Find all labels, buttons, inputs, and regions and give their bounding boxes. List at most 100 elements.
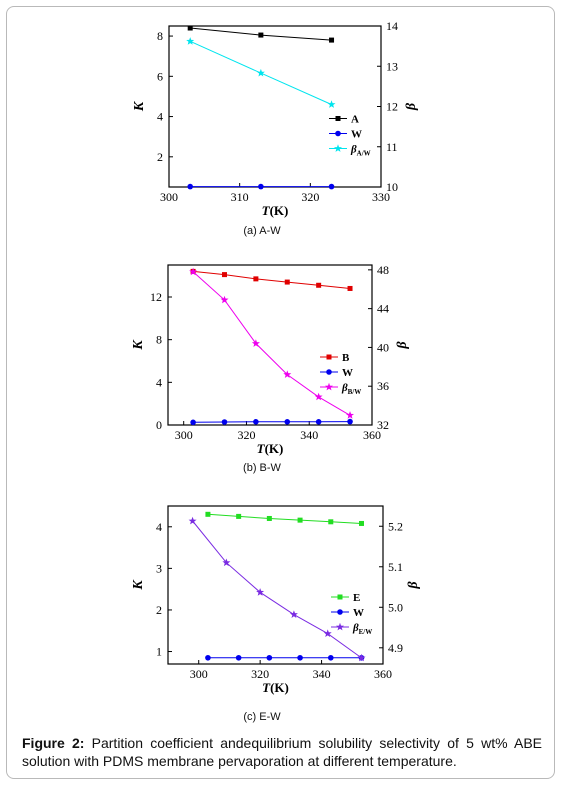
- legend-label: W: [353, 607, 364, 619]
- data-point: [266, 654, 273, 661]
- legend-label: B: [342, 352, 350, 364]
- y-right-tick-label: 44: [377, 302, 389, 316]
- y-right-tick-label: 5.0: [388, 600, 403, 614]
- y-right-tick-label: 40: [377, 340, 389, 354]
- data-point: [188, 516, 197, 525]
- series-line-beta: [192, 520, 362, 659]
- y-left-axis-label: K: [131, 339, 146, 351]
- y-right-tick-label: 48: [377, 263, 389, 277]
- data-point: [357, 653, 366, 662]
- data-point: [220, 295, 229, 304]
- legend-marker: [326, 354, 332, 360]
- y-left-tick-label: 2: [156, 603, 162, 617]
- y-right-tick-label: 14: [386, 19, 398, 33]
- data-point: [258, 32, 264, 38]
- data-point: [347, 285, 353, 291]
- data-point: [297, 654, 303, 661]
- y-right-tick-label: 5.1: [388, 560, 403, 574]
- y-right-axis-label: β: [395, 341, 410, 350]
- y-right-tick-label: 13: [386, 59, 398, 73]
- series-line-b: [193, 270, 351, 289]
- data-point: [186, 37, 195, 45]
- legend-label: W: [351, 129, 362, 141]
- data-point: [256, 68, 265, 77]
- data-point: [283, 370, 292, 378]
- data-point: [187, 25, 193, 31]
- figure-caption: Figure 2: Partition coefficient andequil…: [22, 734, 542, 770]
- y-left-tick-label: 8: [156, 333, 162, 347]
- y-left-tick-label: 1: [156, 645, 162, 659]
- data-point: [323, 629, 332, 637]
- y-left-tick-label: 8: [157, 29, 163, 43]
- legend-label: E: [353, 592, 360, 604]
- figure-frame: [6, 6, 555, 779]
- x-tick-label: 320: [251, 667, 269, 681]
- data-point: [315, 419, 322, 425]
- legend-marker: [337, 594, 343, 600]
- y-right-tick-label: 32: [377, 418, 389, 432]
- data-point: [327, 654, 334, 661]
- data-point: [284, 279, 290, 285]
- legend-marker: [325, 382, 333, 391]
- caption-text: Partition coefficient andequilibrium sol…: [22, 735, 542, 769]
- legend-marker: [335, 116, 341, 121]
- plot-frame: [168, 25, 382, 188]
- x-tick-label: 330: [372, 190, 390, 204]
- data-point: [328, 183, 335, 190]
- x-axis-label: T(K): [262, 680, 289, 695]
- legend-marker: [335, 130, 341, 137]
- legend-label: βE/W: [352, 622, 372, 636]
- data-point: [359, 520, 364, 526]
- data-point: [222, 558, 231, 567]
- y-right-tick-label: 12: [386, 100, 398, 114]
- y-left-tick-label: 0: [156, 418, 162, 432]
- data-point: [284, 419, 291, 425]
- data-point: [316, 282, 322, 288]
- data-point: [327, 100, 336, 108]
- x-tick-label: 360: [374, 667, 392, 681]
- legend-marker: [334, 144, 342, 152]
- legend-marker: [326, 369, 332, 375]
- y-right-tick-label: 36: [377, 379, 389, 393]
- legend-label: W: [342, 367, 353, 379]
- y-left-tick-label: 2: [157, 150, 163, 164]
- data-point: [266, 515, 272, 521]
- y-left-tick-label: 4: [157, 110, 163, 124]
- subtitle-b: (b) B-W: [243, 462, 281, 474]
- x-tick-label: 320: [237, 428, 255, 442]
- data-point: [205, 511, 211, 517]
- data-point: [251, 339, 260, 347]
- y-left-tick-label: 12: [150, 290, 162, 304]
- series-line-w: [193, 421, 351, 423]
- data-point: [289, 610, 298, 618]
- data-point: [236, 513, 242, 519]
- x-axis-label: T(K): [262, 203, 289, 218]
- y-right-tick-label: 4.9: [388, 641, 403, 655]
- y-right-tick-label: 10: [386, 180, 398, 194]
- data-point: [221, 272, 227, 278]
- data-point: [235, 654, 242, 661]
- x-tick-label: 300: [175, 428, 193, 442]
- data-point: [346, 411, 354, 419]
- data-point: [190, 419, 196, 426]
- data-point: [329, 37, 335, 43]
- x-axis-label: T(K): [257, 441, 284, 456]
- plot-frame: [167, 505, 384, 665]
- x-tick-label: 320: [301, 190, 319, 204]
- data-point: [187, 183, 193, 190]
- legend-label: A: [351, 114, 359, 126]
- series-line-e: [207, 513, 362, 524]
- y-left-tick-label: 6: [157, 69, 163, 83]
- data-point: [253, 419, 259, 425]
- data-point: [328, 519, 334, 525]
- data-point: [189, 267, 198, 276]
- subtitle-c: (c) E-W: [243, 711, 281, 723]
- legend-label: βB/W: [341, 382, 361, 396]
- data-point: [347, 418, 353, 425]
- x-tick-label: 340: [300, 428, 318, 442]
- x-tick-label: 340: [313, 667, 331, 681]
- y-right-axis-label: β: [406, 581, 421, 590]
- y-left-tick-label: 3: [156, 561, 162, 575]
